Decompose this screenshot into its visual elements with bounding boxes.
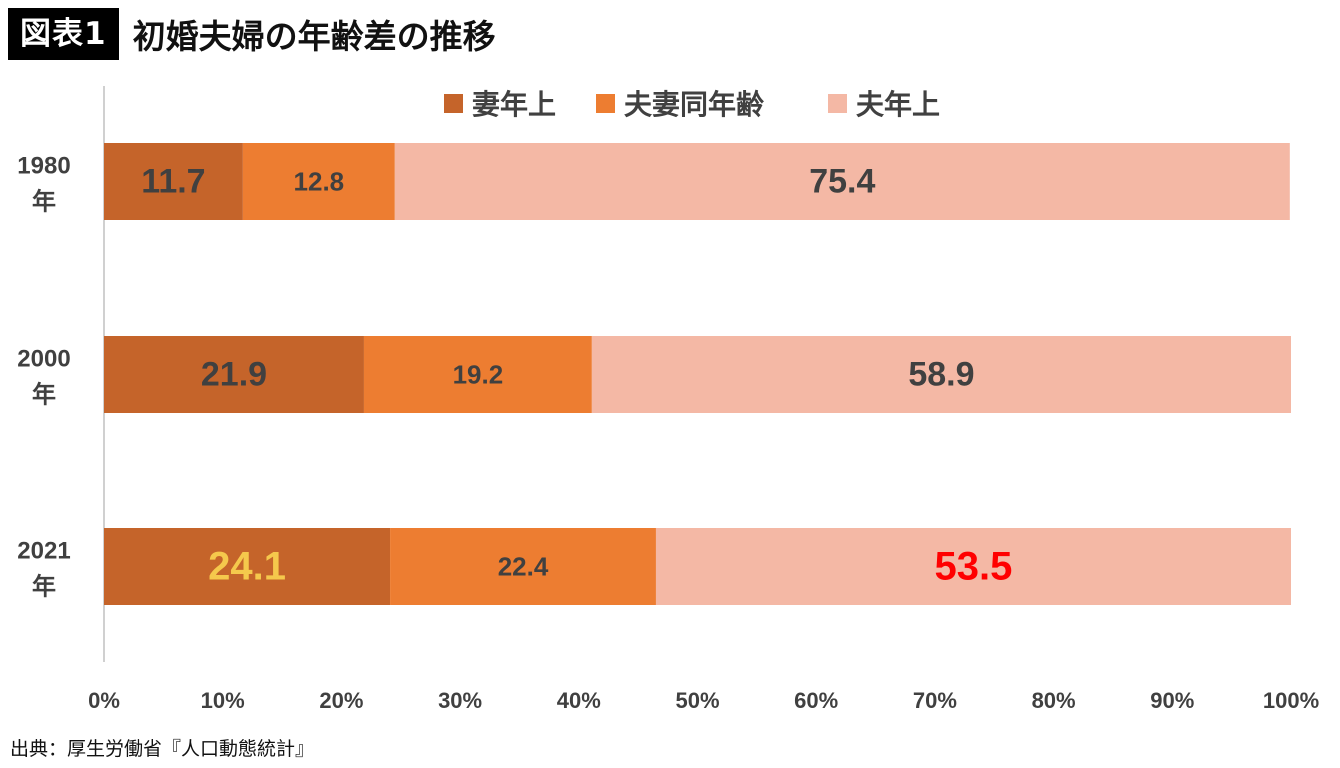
x-tick-label: 10%	[201, 688, 245, 713]
legend-label: 夫妻同年齢	[624, 88, 764, 120]
data-label: 11.7	[141, 163, 205, 201]
bar-segment	[591, 336, 1291, 413]
chart-title: 初婚夫婦の年齢差の推移	[132, 17, 496, 56]
bar-segment	[394, 143, 1290, 220]
x-tick-label: 20%	[319, 688, 363, 713]
data-label: 75.4	[809, 163, 875, 201]
category-label: 年	[32, 573, 56, 601]
category-label: 1980	[17, 153, 70, 180]
bar-segment	[390, 528, 656, 605]
bar-segment	[104, 143, 243, 220]
category-label: 2000	[17, 346, 70, 373]
source-note: 出典：厚生労働省『人口動態統計』	[10, 738, 315, 760]
bar-segment	[104, 528, 391, 605]
legend-label: 夫年上	[856, 88, 940, 120]
category-label: 年	[32, 381, 56, 409]
legend-label: 妻年上	[472, 88, 556, 120]
data-label: 12.8	[294, 167, 345, 197]
data-label: 58.9	[908, 356, 974, 394]
bar-segment	[104, 336, 364, 413]
x-tick-label: 50%	[675, 688, 719, 713]
legend-swatch	[596, 94, 615, 113]
category-label: 2021	[17, 538, 70, 565]
data-label: 19.2	[453, 360, 504, 390]
x-tick-label: 90%	[1150, 688, 1194, 713]
figure-badge: 図表1	[8, 8, 119, 60]
x-tick-label: 100%	[1263, 688, 1319, 713]
x-tick-label: 40%	[557, 688, 601, 713]
x-tick-label: 80%	[1032, 688, 1076, 713]
data-label: 21.9	[201, 356, 267, 394]
bar-segment	[655, 528, 1291, 605]
bar-segment	[363, 336, 592, 413]
category-label: 年	[32, 188, 56, 216]
x-tick-label: 60%	[794, 688, 838, 713]
header: 図表1 初婚夫婦の年齢差の推移	[8, 8, 496, 60]
legend-swatch	[828, 94, 847, 113]
data-label: 53.5	[935, 545, 1013, 589]
bar-segment	[242, 143, 395, 220]
legend-swatch	[444, 94, 463, 113]
x-tick-label: 30%	[438, 688, 482, 713]
data-label: 24.1	[208, 545, 286, 589]
x-tick-label: 70%	[913, 688, 957, 713]
x-tick-label: 0%	[88, 688, 120, 713]
data-label: 22.4	[498, 552, 549, 582]
